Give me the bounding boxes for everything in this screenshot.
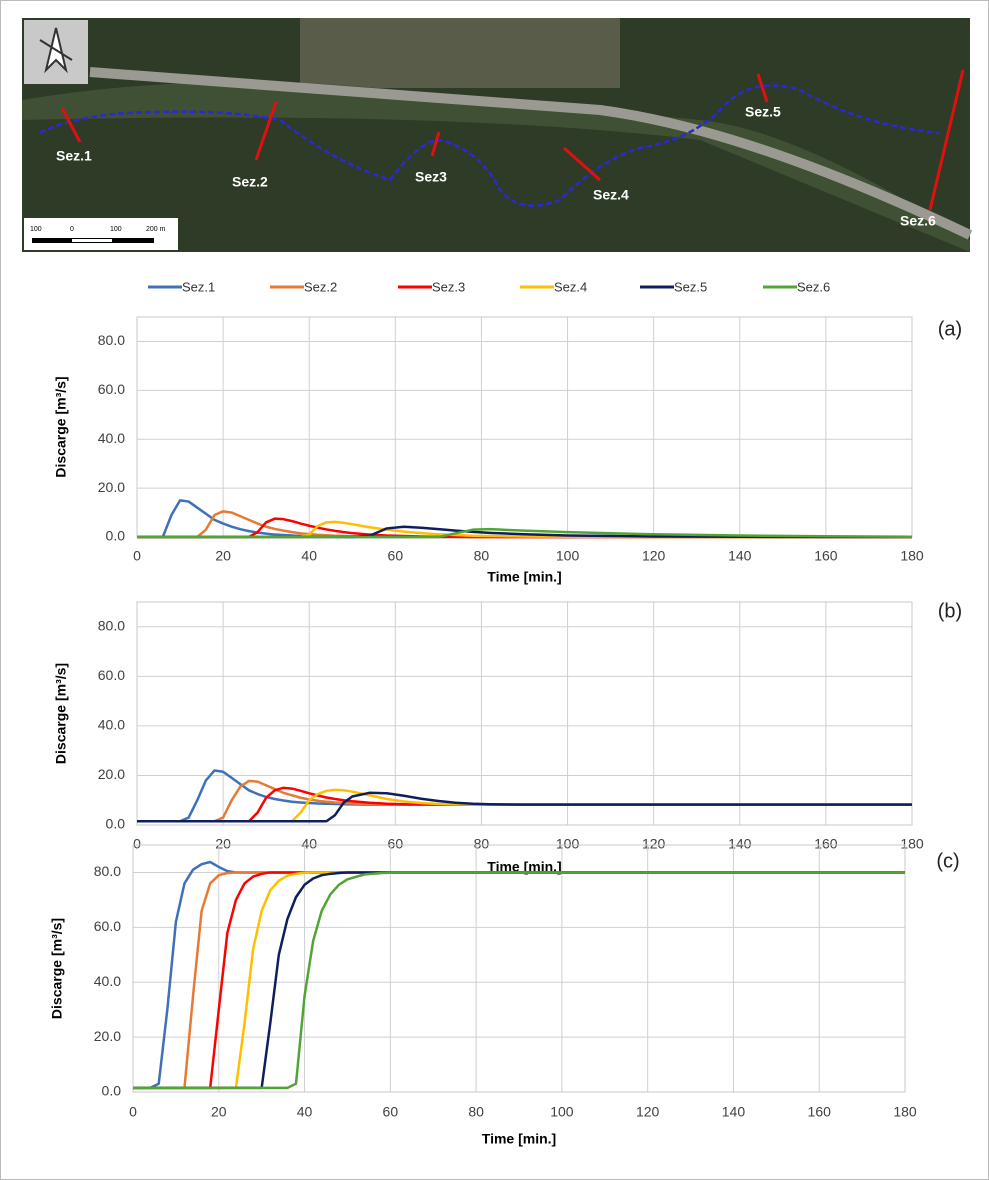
x-tick-label: 120 — [642, 836, 666, 852]
x-tick-label: 180 — [900, 548, 924, 564]
x-tick-label: 60 — [383, 1104, 399, 1120]
x-tick-label: 40 — [297, 1104, 313, 1120]
x-tick-label: 180 — [893, 1104, 917, 1120]
y-tick-label: 80.0 — [98, 617, 125, 633]
x-tick-label: 0 — [133, 548, 141, 564]
scale-box — [24, 218, 178, 250]
x-tick-label: 120 — [642, 548, 666, 564]
x-tick-label: 20 — [215, 548, 231, 564]
x-tick-label: 100 — [550, 1104, 574, 1120]
x-tick-label: 120 — [636, 1104, 660, 1120]
y-tick-label: 40.0 — [98, 717, 125, 733]
y-tick-label: 60.0 — [94, 918, 121, 934]
x-tick-label: 140 — [722, 1104, 746, 1120]
y-tick-label: 0.0 — [106, 816, 126, 832]
section-label: Sez.2 — [232, 174, 268, 190]
x-axis-title: Time [min.] — [487, 569, 561, 585]
x-tick-label: 160 — [814, 836, 838, 852]
legend-label: Sez.3 — [432, 279, 465, 294]
x-tick-label: 40 — [301, 836, 317, 852]
urban-area — [300, 18, 620, 88]
x-tick-label: 40 — [301, 548, 317, 564]
figure: Sez.1 Sez.2 Sez3 Sez.4 Sez.5 Sez.6 100 0 100 200 … — [0, 0, 989, 1180]
x-tick-label: 20 — [211, 1104, 227, 1120]
y-tick-label: 80.0 — [94, 863, 121, 879]
x-tick-label: 100 — [556, 548, 580, 564]
section-label: Sez.5 — [745, 104, 781, 120]
y-tick-label: 40.0 — [94, 973, 121, 989]
y-tick-label: 20.0 — [98, 479, 125, 495]
scale-label: 100 — [30, 226, 42, 233]
section-label: Sez.6 — [900, 213, 936, 229]
scale-label: 200 m — [146, 226, 166, 233]
section-label: Sez.1 — [56, 148, 92, 164]
legend-label: Sez.1 — [182, 279, 215, 294]
section-label: Sez.4 — [593, 187, 629, 203]
x-tick-label: 80 — [474, 548, 490, 564]
x-tick-label: 160 — [814, 548, 838, 564]
y-tick-label: 60.0 — [98, 381, 125, 397]
x-tick-label: 0 — [133, 836, 141, 852]
y-tick-label: 40.0 — [98, 430, 125, 446]
y-tick-label: 20.0 — [94, 1028, 121, 1044]
x-tick-label: 100 — [556, 836, 580, 852]
x-tick-label: 180 — [900, 836, 924, 852]
legend-label: Sez.4 — [554, 279, 587, 294]
panel-label: (b) — [938, 600, 962, 622]
scale-bar-segment — [72, 239, 112, 242]
x-tick-label: 20 — [215, 836, 231, 852]
x-tick-label: 80 — [468, 1104, 484, 1120]
scale-label: 0 — [70, 226, 74, 233]
y-tick-label: 60.0 — [98, 667, 125, 683]
legend-label: Sez.6 — [797, 279, 830, 294]
y-tick-label: 0.0 — [106, 528, 126, 544]
panel-label: (a) — [938, 318, 962, 340]
y-tick-label: 20.0 — [98, 766, 125, 782]
x-axis-title: Time [min.] — [482, 1131, 556, 1147]
x-tick-label: 140 — [728, 548, 752, 564]
legend-label: Sez.5 — [674, 279, 707, 294]
panel-label: (c) — [936, 850, 959, 872]
x-tick-label: 60 — [388, 548, 404, 564]
y-axis-title: Discarge [m³/s] — [53, 663, 69, 764]
legend-label: Sez.2 — [304, 279, 337, 294]
y-axis-title: Discarge [m³/s] — [49, 918, 65, 1019]
y-tick-label: 0.0 — [102, 1083, 122, 1099]
y-axis-title: Discarge [m³/s] — [53, 376, 69, 477]
section-label: Sez3 — [415, 169, 447, 185]
x-tick-label: 140 — [728, 836, 752, 852]
x-tick-label: 160 — [808, 1104, 832, 1120]
y-tick-label: 80.0 — [98, 332, 125, 348]
x-tick-label: 0 — [129, 1104, 137, 1120]
scale-label: 100 — [110, 226, 122, 233]
aerial-map: Sez.1 Sez.2 Sez3 Sez.4 Sez.5 Sez.6 100 0 100 200 … — [22, 18, 970, 252]
